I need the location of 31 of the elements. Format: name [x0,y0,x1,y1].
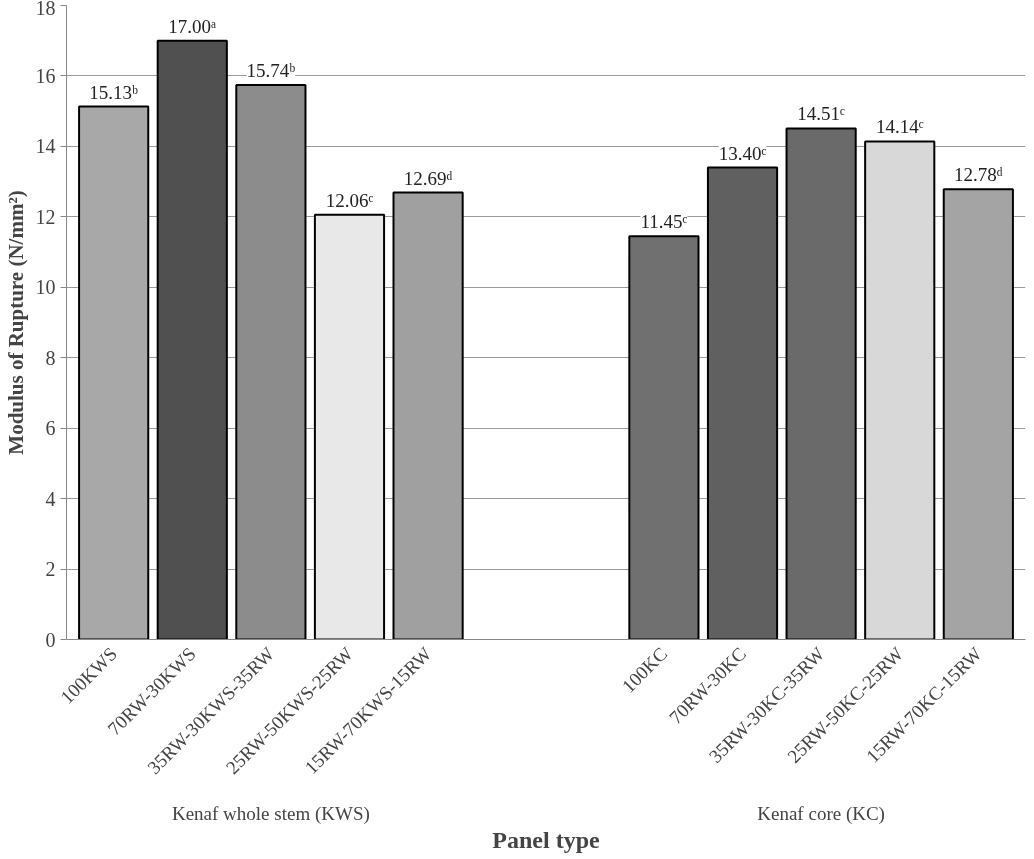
y-tick-label: 4 [45,487,56,510]
data-label: 13.40ᶜ [718,142,767,164]
bar [785,127,857,640]
data-label: 15.13ᵇ [89,81,139,103]
bar [313,213,386,640]
y-tick-label: 10 [35,276,56,299]
y-tick-label: 6 [45,417,56,440]
y-axis-title: Modulus of Rupture (N/mm²) [3,190,28,455]
data-label: 12.69ᵈ [403,167,453,189]
bar [864,140,936,640]
y-tick-label: 8 [45,346,56,369]
x-axis-title: Panel type [492,826,601,853]
y-tick-label: 18 [35,0,56,19]
text: Kenaf core (KC) [757,802,885,825]
bar [706,166,779,640]
y-tick-label: 2 [45,558,56,581]
y-tick-label: 16 [35,64,56,87]
bar [78,105,150,640]
data-label: 12.06ᶜ [325,189,374,211]
data-label: 11.45ᶜ [640,211,688,233]
text: Kenaf whole stem (KWS) [171,802,370,825]
data-label: 17.00ᵃ [168,15,217,37]
data-label: 14.14ᶜ [875,116,924,138]
data-label: 12.78ᵈ [954,164,1003,186]
data-label: 14.51ᶜ [797,103,846,125]
y-tick-label: 0 [45,628,56,651]
y-tick-label: 14 [35,135,56,158]
y-tick-label: 12 [35,205,56,228]
bar [156,39,228,640]
data-label: 15.74ᵇ [246,60,296,82]
bar [628,235,700,640]
